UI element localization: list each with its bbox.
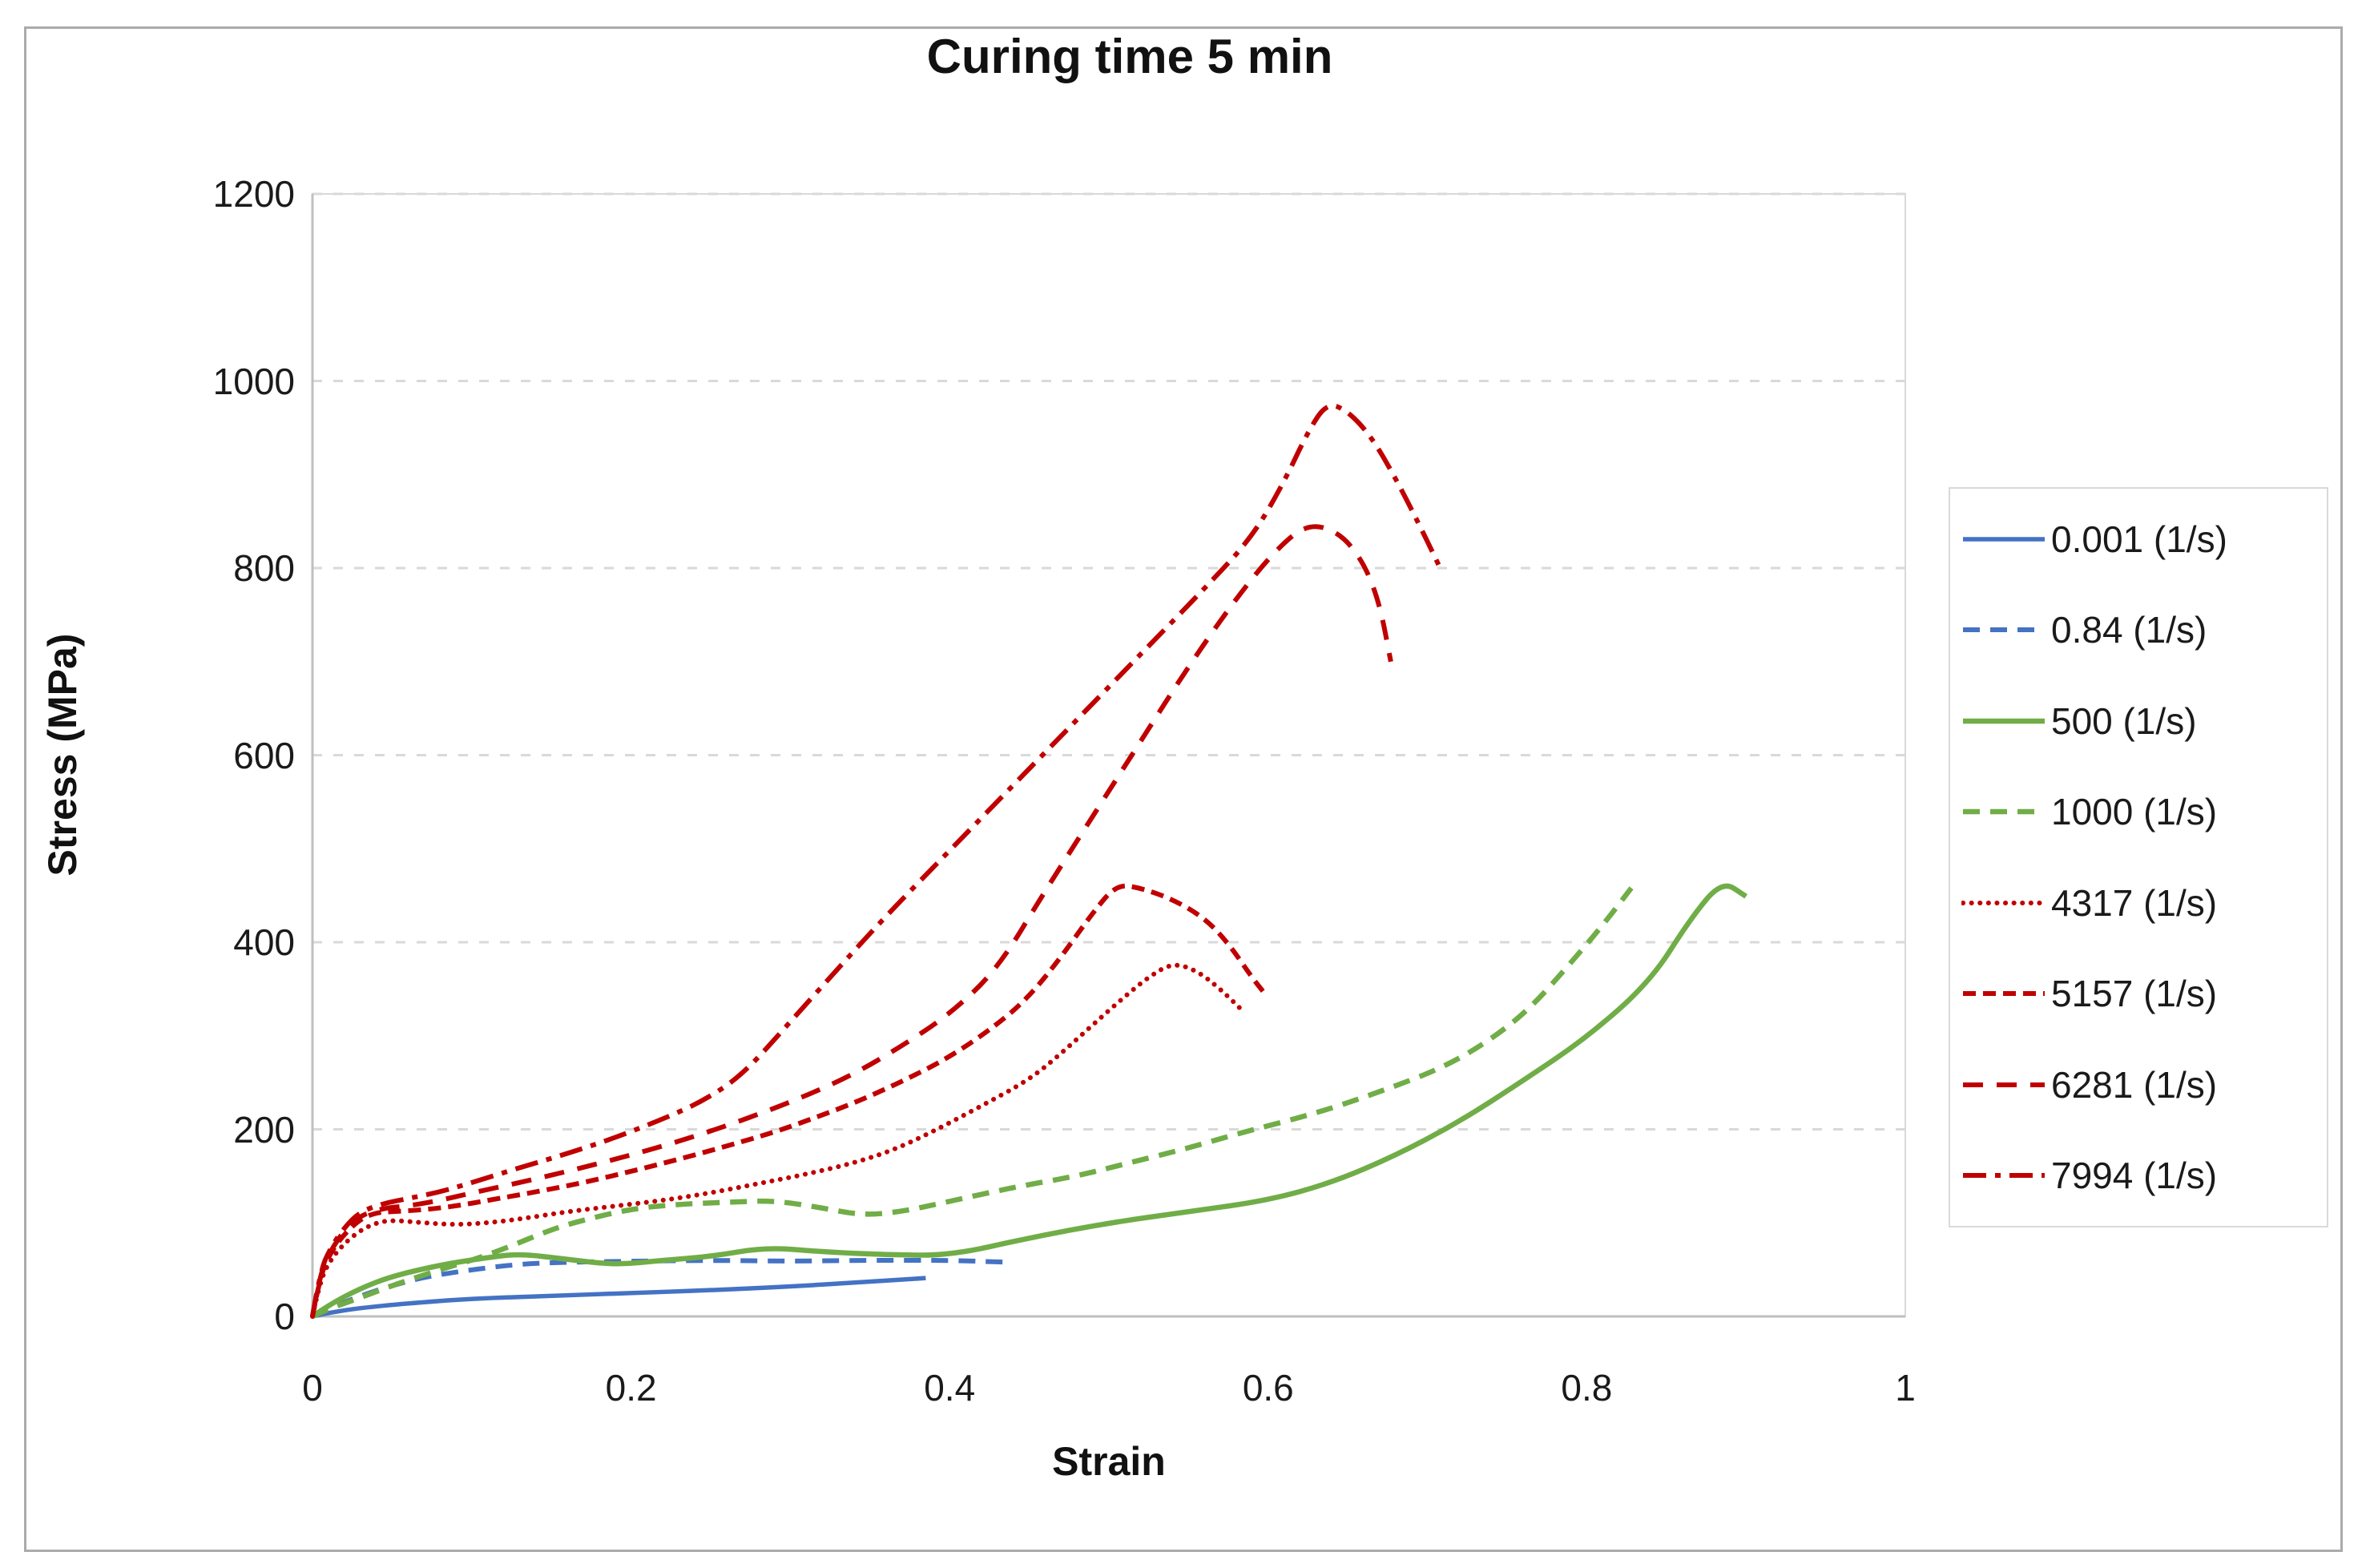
series-line-79941 [310,403,1443,1317]
series-line-0.0011 [312,1276,926,1319]
x-axis-title: Strain [1052,1439,1166,1484]
legend-label: 0.001 (1/s) [2051,518,2227,560]
legend-line-sample [1963,1173,2045,1179]
series-line-51571 [310,883,1266,1317]
series-line-62811 [310,524,1393,1317]
x-tick-label: 0.2 [605,1367,657,1409]
x-tick-label: 0.6 [1242,1367,1294,1409]
legend-entry: 5157 (1/s) [1961,972,2327,1015]
x-tick-label: 1 [1895,1367,1916,1409]
legend-entry: 0.84 (1/s) [1961,608,2327,651]
x-tick-label: 0 [302,1367,323,1409]
y-tick-label: 0 [274,1296,295,1337]
series-line-5001 [311,883,1748,1319]
legend-entry: 1000 (1/s) [1961,790,2327,833]
y-tick-label: 400 [233,921,295,963]
legend-line-sample [1963,991,2045,997]
x-tick-label: 0.8 [1561,1367,1613,1409]
legend-label: 1000 (1/s) [2051,791,2218,833]
legend-line-sample [1963,537,2045,542]
legend-label: 500 (1/s) [2051,699,2197,742]
legend-line-sample [1961,900,2046,905]
chart-title: Curing time 5 min [926,30,1333,83]
legend-entry: 4317 (1/s) [1961,881,2327,925]
legend-label: 5157 (1/s) [2051,973,2218,1015]
y-axis-title: Stress (MPa) [40,633,85,877]
y-tick-label: 800 [233,547,295,589]
legend-line-sample [1963,809,2045,815]
legend-line-sample [1963,1082,2045,1087]
legend-label: 4317 (1/s) [2051,881,2218,924]
legend-entry: 0.001 (1/s) [1961,518,2327,561]
series-line-10001 [311,886,1634,1319]
y-tick-label: 1200 [212,173,295,215]
series-line-43171 [310,962,1247,1319]
legend-line-sample [1963,627,2045,633]
legend: 0.001 (1/s) 0.84 (1/s) 500 (1/s) 1000 (1/s)… [1949,487,2328,1227]
legend-line-sample [1963,718,2045,724]
legend-entry: 6281 (1/s) [1961,1063,2327,1106]
legend-entry: 7994 (1/s) [1961,1154,2327,1197]
y-tick-label: 200 [233,1108,295,1151]
legend-label: 6281 (1/s) [2051,1063,2218,1106]
y-tick-label: 1000 [212,360,295,402]
y-tick-label: 600 [233,734,295,776]
legend-entry: 500 (1/s) [1961,699,2327,743]
legend-label: 0.84 (1/s) [2051,609,2207,651]
x-tick-label: 0.4 [924,1367,976,1409]
legend-label: 7994 (1/s) [2051,1155,2218,1197]
